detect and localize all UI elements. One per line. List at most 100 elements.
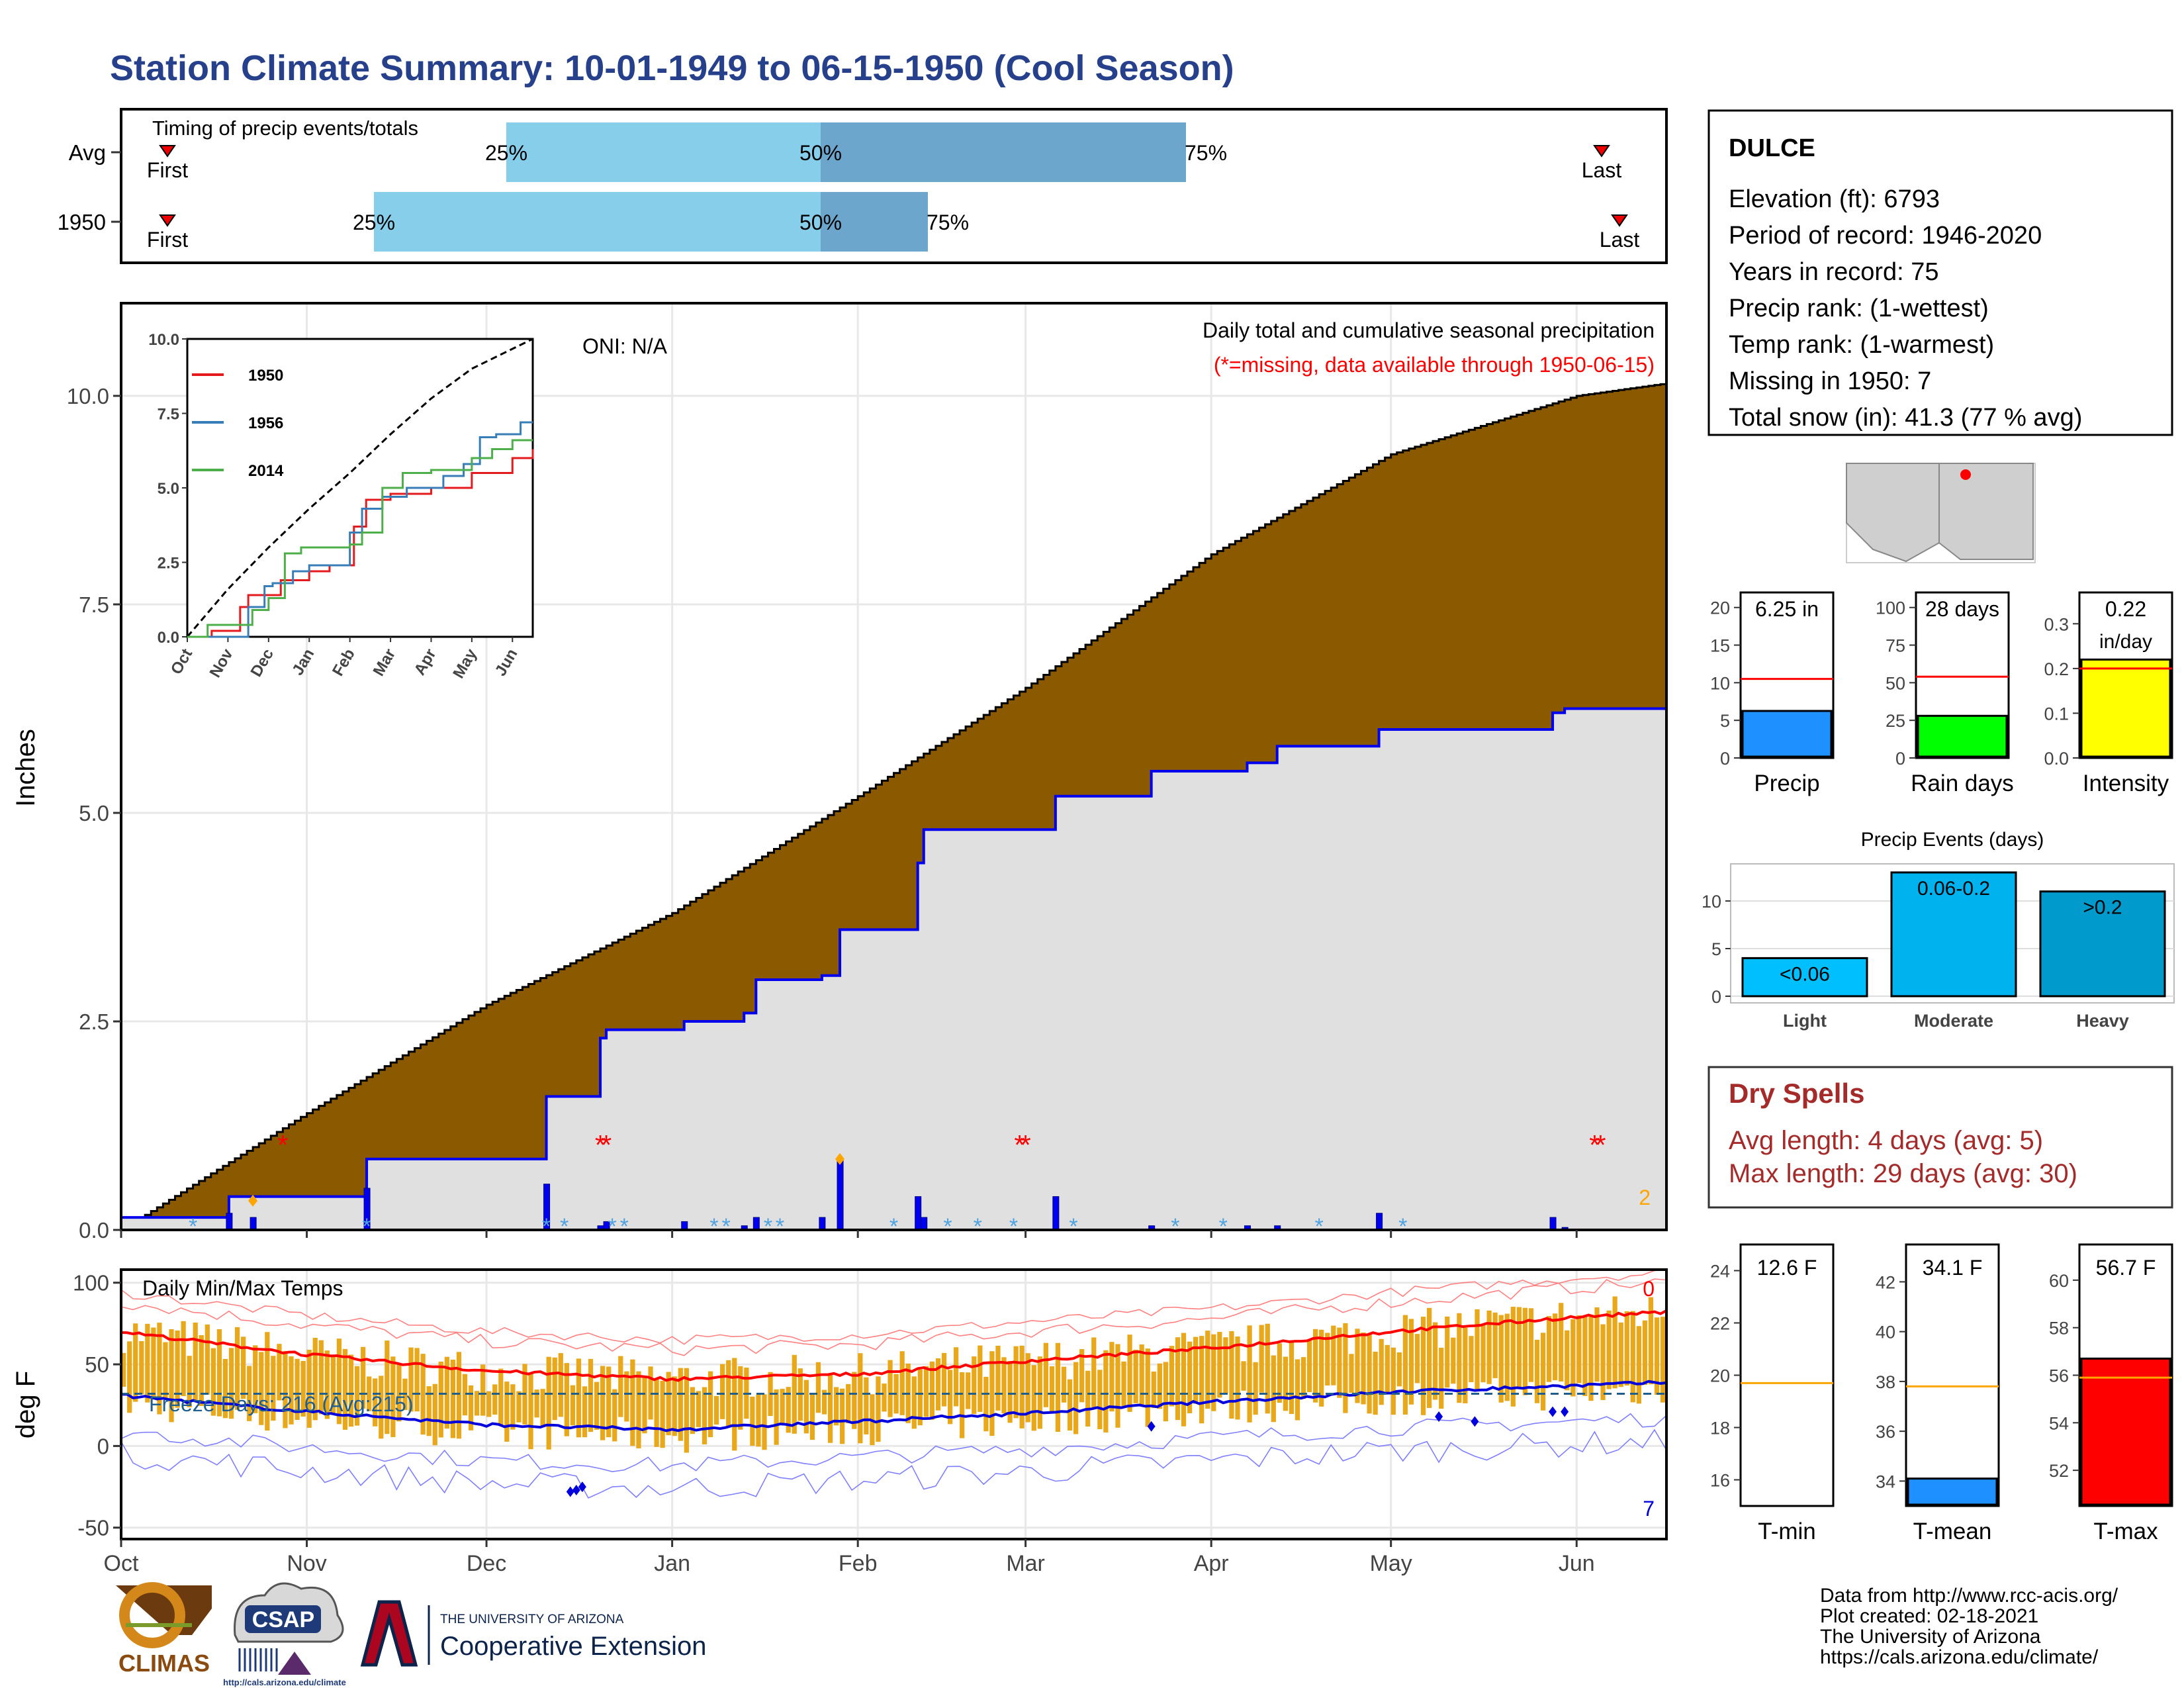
daily-temp-bar: [1241, 1361, 1246, 1391]
daily-temp-bar: [312, 1338, 318, 1421]
mini-intensity-tick-label: 0.3: [2044, 614, 2069, 634]
daily-temp-bar: [588, 1358, 594, 1432]
snow-marker: *: [721, 1214, 730, 1239]
snow-marker: *: [189, 1214, 197, 1239]
station-info-line: Missing in 1950: 7: [1729, 367, 1931, 395]
inset-legend-label: 1950: [248, 367, 283, 385]
daily-temp-bar: [1559, 1303, 1564, 1382]
daily-temp-bar: [702, 1387, 707, 1444]
daily-temp-bar: [295, 1358, 300, 1421]
mini-rain-tick-label: 0: [1895, 749, 1905, 769]
precip-ytick-label: 0.0: [79, 1218, 109, 1243]
daily-temp-bar: [1097, 1370, 1103, 1430]
daily-temp-bar: [1211, 1334, 1216, 1411]
events-tick-label: 0: [1711, 987, 1721, 1007]
inset-1950-line: [187, 449, 534, 638]
avg-cumulative-fill: [121, 383, 1666, 1230]
timing-row-label-0: Avg: [69, 140, 106, 165]
daily-temp-bar: [1420, 1317, 1426, 1415]
daily-temp-bar: [864, 1377, 869, 1434]
daily-temp-bar: [1648, 1297, 1654, 1385]
daily-temp-bar: [492, 1384, 498, 1415]
mini-rain-tick-label: 50: [1886, 673, 1905, 693]
daily-temp-bar: [1319, 1329, 1324, 1407]
snow-marker: *: [943, 1214, 952, 1239]
daily-temp-bar: [1385, 1344, 1390, 1394]
daily-temp-bar: [983, 1376, 989, 1432]
daily-temp-bar: [163, 1342, 168, 1399]
timing-first-label: First: [147, 158, 188, 182]
daily-temp-bar: [1157, 1363, 1162, 1409]
temp-ytick-label: -50: [77, 1516, 109, 1540]
daily-temp-bar: [1139, 1344, 1144, 1405]
daily-temp-bar: [995, 1346, 1001, 1411]
daily-temp-bar: [1528, 1308, 1534, 1382]
daily-temp-bar: [414, 1348, 420, 1412]
missing-data-marker: *: [601, 1129, 612, 1160]
daily-temp-bar: [1151, 1371, 1156, 1409]
daily-temp-bar: [1445, 1316, 1450, 1388]
inset-legend-label: 1956: [248, 414, 283, 432]
daily-temp-bar: [966, 1372, 971, 1409]
inset-legend-label: 2014: [248, 462, 284, 480]
daily-temp-bar: [1007, 1360, 1013, 1423]
record-low-diamond: [578, 1481, 586, 1493]
tmax-panel-tick-label: 60: [2049, 1271, 2069, 1291]
record-low-diamond: [1435, 1411, 1443, 1422]
daily-temp-bar: [1115, 1344, 1120, 1428]
daily-temp-bar: [1433, 1322, 1438, 1400]
events-bar-heavy: [2039, 890, 2166, 998]
precip-ytick-label: 2.5: [79, 1009, 109, 1034]
month-tick-label: May: [1370, 1551, 1412, 1576]
daily-temp-bar: [1540, 1333, 1546, 1411]
footer-line: Data from http://www.rcc-acis.org/: [1820, 1585, 2118, 1607]
inset-ytick-label: 7.5: [158, 406, 179, 424]
daily-temp-bar: [1247, 1325, 1252, 1423]
station-location-dot: [1960, 469, 1971, 480]
daily-temp-bar: [1636, 1326, 1641, 1404]
mini-precip-tick-label: 10: [1710, 673, 1730, 693]
timing-bar-25-50: [374, 192, 821, 252]
first-marker: [159, 145, 176, 158]
missing-data-marker: *: [595, 1129, 606, 1160]
daily-temp-bar: [318, 1340, 324, 1415]
mini-intensity-tick-label: 0.2: [2044, 659, 2069, 679]
daily-temp-bar: [726, 1360, 731, 1428]
daily-temp-bar: [354, 1366, 360, 1426]
temp-ytick-label: 0: [97, 1434, 109, 1458]
daily-temp-bar: [1337, 1327, 1342, 1398]
daily-temp-bar: [1475, 1309, 1480, 1389]
daily-temp-bar: [486, 1391, 492, 1417]
daily-precip-bar: [819, 1217, 826, 1231]
precip-ytick-label: 10.0: [67, 384, 109, 408]
daily-temp-bar: [277, 1344, 282, 1401]
daily-temp-bar: [462, 1374, 468, 1416]
daily-temp-bar: [1534, 1339, 1540, 1403]
month-tick-label: Jun: [1559, 1551, 1595, 1576]
mini-intensity-label: Intensity: [2083, 771, 2169, 796]
mini-rain-label: Rain days: [1911, 771, 2014, 796]
daily-temp-bar: [139, 1341, 144, 1395]
daily-temp-bar: [690, 1387, 696, 1434]
daily-temp-bar: [738, 1366, 743, 1430]
daily-temp-bar: [678, 1368, 683, 1441]
daily-temp-bar: [1289, 1341, 1295, 1415]
tmax-panel-tick-label: 54: [2049, 1413, 2069, 1433]
precip-caption: Daily total and cumulative seasonal prec…: [1203, 318, 1655, 342]
daily-temp-bar: [618, 1356, 623, 1417]
daily-temp-bar: [960, 1372, 965, 1438]
daily-temp-bar: [792, 1354, 797, 1434]
daily-temp-bar: [1624, 1311, 1629, 1385]
daily-temp-bar: [917, 1370, 923, 1426]
daily-temp-bar: [342, 1348, 348, 1430]
dry-spells-title: Dry Spells: [1729, 1078, 1864, 1109]
daily-temp-bar: [809, 1393, 815, 1440]
daily-temp-bar: [636, 1371, 641, 1448]
timing-panel-label: Timing of precip events/totals: [152, 117, 418, 140]
temp-panel-frame: [120, 1268, 1668, 1540]
daily-temp-bar: [1223, 1337, 1228, 1393]
tmax-panel-label: T-max: [2093, 1519, 2158, 1544]
daily-temp-bar: [516, 1391, 522, 1423]
events-category-label: Moderate: [1914, 1011, 1993, 1031]
orange-diamond: [248, 1194, 258, 1207]
